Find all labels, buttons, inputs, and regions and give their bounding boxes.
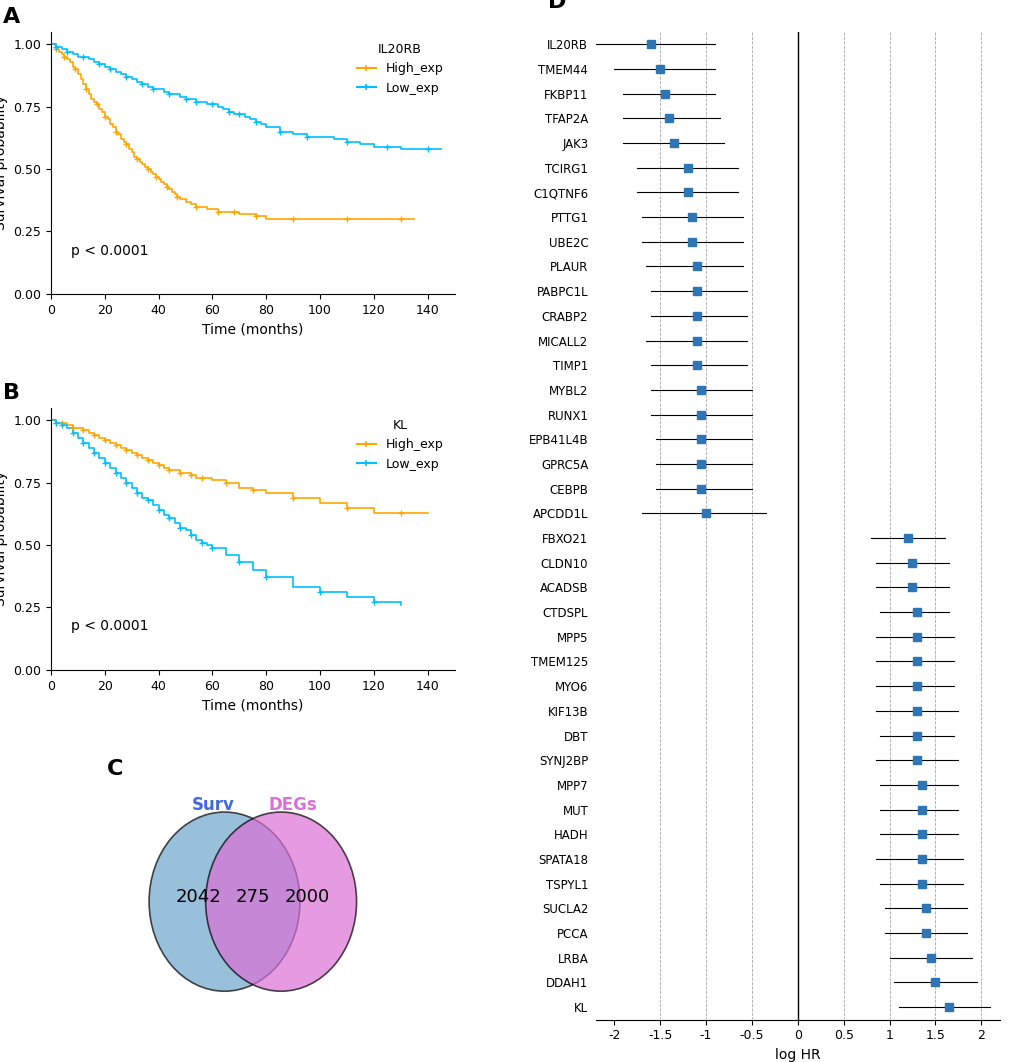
Text: p < 0.0001: p < 0.0001 [71,619,149,633]
Text: D: D [547,0,566,12]
Text: Surv: Surv [192,795,234,813]
Ellipse shape [149,812,300,991]
Text: 275: 275 [235,888,270,906]
Text: p < 0.0001: p < 0.0001 [71,243,149,258]
Ellipse shape [206,812,357,991]
Text: A: A [3,6,19,27]
Text: C: C [107,759,123,780]
Legend: High_exp, Low_exp: High_exp, Low_exp [352,414,448,476]
Text: 2000: 2000 [284,888,329,906]
Legend: High_exp, Low_exp: High_exp, Low_exp [352,38,448,100]
X-axis label: log HR: log HR [774,1048,819,1062]
Text: 2042: 2042 [175,888,221,906]
X-axis label: Time (months): Time (months) [202,698,304,712]
Y-axis label: Survival probability: Survival probability [0,472,8,606]
Text: B: B [3,382,19,402]
X-axis label: Time (months): Time (months) [202,322,304,336]
Text: DEGs: DEGs [268,795,317,813]
Y-axis label: Survival probability: Survival probability [0,96,8,230]
